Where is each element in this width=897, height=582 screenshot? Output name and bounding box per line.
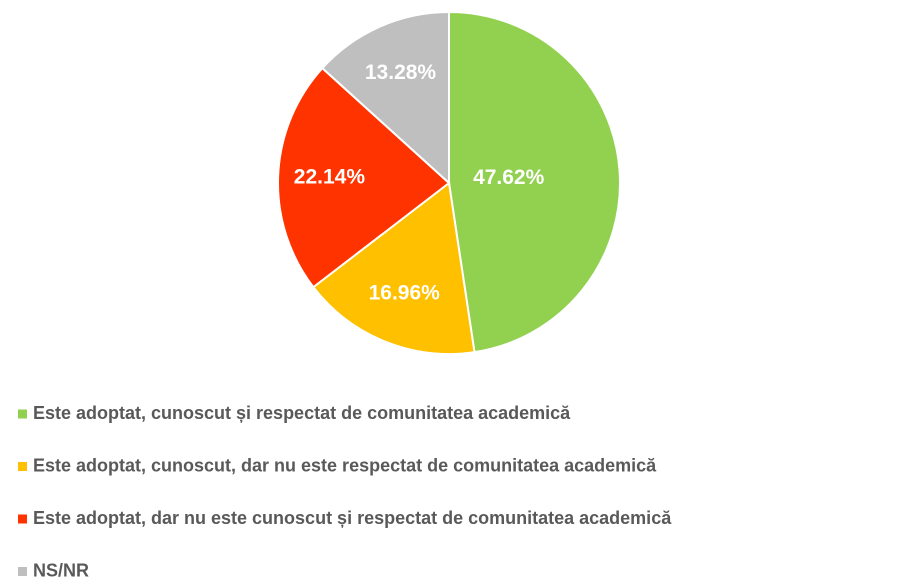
legend-swatch bbox=[18, 514, 27, 524]
legend-swatch bbox=[18, 462, 27, 471]
pie-slice bbox=[448, 10, 621, 354]
legend-swatch bbox=[18, 567, 27, 576]
legend-label: NS/NR bbox=[33, 560, 89, 580]
legend-label: Este adoptat, cunoscut, dar nu este resp… bbox=[33, 455, 657, 475]
data-label: 47.62% bbox=[473, 166, 545, 189]
legend-label: Este adoptat, cunoscut și respectat de c… bbox=[33, 403, 571, 423]
legend-swatch bbox=[18, 409, 27, 419]
legend-label: Este adoptat, dar nu este cunoscut și re… bbox=[33, 508, 672, 528]
pie-slice bbox=[277, 66, 451, 289]
data-label: 22.14% bbox=[294, 166, 366, 189]
pie-slice bbox=[320, 10, 450, 186]
data-label: 13.28% bbox=[365, 61, 437, 84]
pie-slice bbox=[311, 181, 476, 355]
data-label: 16.96% bbox=[369, 282, 441, 305]
